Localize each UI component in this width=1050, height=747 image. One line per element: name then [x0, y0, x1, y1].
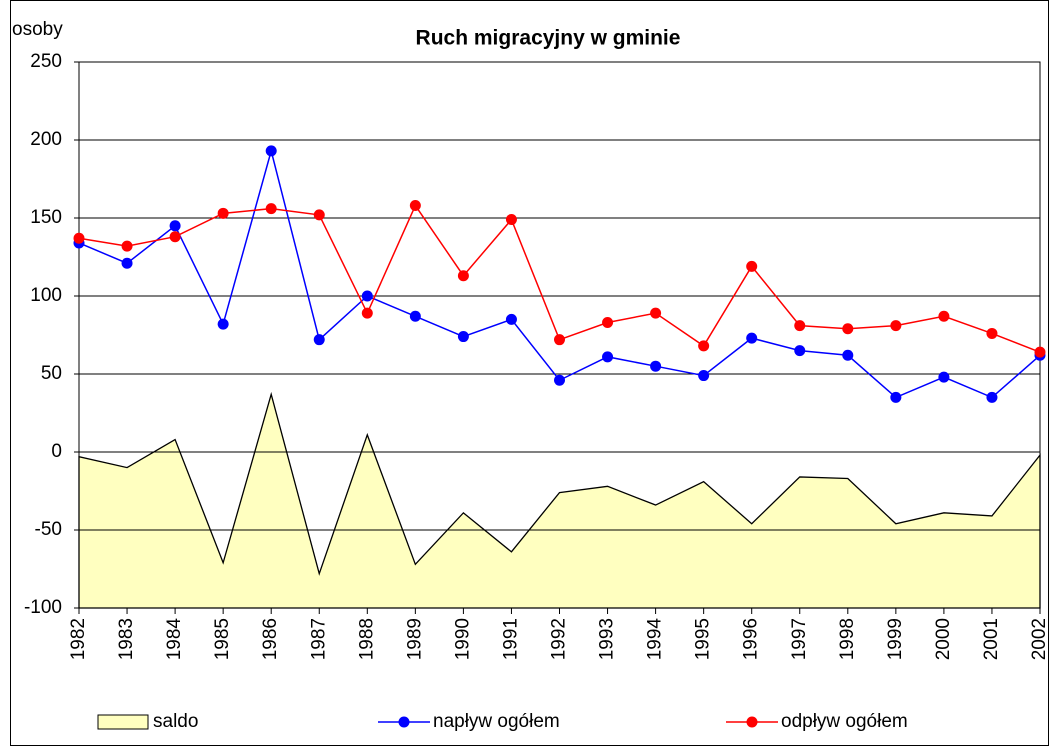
- point: [698, 340, 710, 352]
- x-tick-label: 1985: [212, 618, 233, 660]
- x-tick-label: 1989: [404, 618, 425, 660]
- point: [842, 323, 854, 335]
- chart-title: Ruch migracyjny w gminie: [416, 27, 681, 50]
- point: [265, 145, 277, 157]
- point: [986, 327, 998, 339]
- point: [554, 374, 565, 386]
- x-tick-label: 1992: [549, 618, 570, 660]
- point: [698, 370, 710, 382]
- point: [986, 391, 998, 403]
- x-tick-label: 1998: [837, 618, 858, 660]
- y-tick-label: 250: [30, 51, 62, 72]
- point: [938, 310, 950, 322]
- x-tick-label: 1983: [116, 618, 137, 660]
- point: [73, 232, 85, 244]
- point: [121, 240, 133, 252]
- x-tick-label: 1987: [308, 618, 329, 660]
- x-tick-label: 1986: [260, 618, 281, 660]
- point: [650, 360, 662, 372]
- point: [890, 320, 902, 332]
- point: [505, 214, 517, 226]
- point: [169, 220, 181, 232]
- point: [121, 257, 133, 269]
- x-tick-label: 1997: [789, 618, 810, 660]
- point: [746, 332, 758, 344]
- x-tick-label: 1996: [741, 618, 762, 660]
- point: [313, 209, 325, 221]
- x-tick-label: 1994: [645, 618, 666, 661]
- point: [457, 270, 469, 282]
- point: [217, 207, 229, 219]
- y-axis-label: osoby: [12, 19, 63, 40]
- y-tick-label: -50: [35, 519, 62, 540]
- point: [409, 200, 421, 212]
- point: [505, 313, 517, 325]
- x-tick-label: 1993: [597, 618, 618, 660]
- point: [746, 260, 758, 272]
- point: [361, 307, 373, 319]
- point: [794, 320, 806, 332]
- legend-swatch: [97, 714, 149, 730]
- legend-label: saldo: [153, 711, 198, 732]
- point: [313, 334, 325, 346]
- x-tick-label: 1999: [885, 618, 906, 660]
- x-tick-label: 1982: [68, 618, 89, 660]
- x-tick-label: 1995: [693, 618, 714, 660]
- x-tick-label: 2001: [981, 618, 1002, 660]
- point: [457, 331, 469, 343]
- area: [78, 391, 1041, 609]
- point: [602, 317, 614, 329]
- point: [842, 349, 854, 361]
- x-tick-label: 1984: [164, 618, 185, 661]
- legend-swatch: [746, 716, 758, 728]
- y-tick-label: 100: [30, 285, 62, 306]
- y-tick-label: 150: [30, 207, 62, 228]
- point: [554, 334, 565, 346]
- y-tick-label: -100: [24, 597, 62, 618]
- point: [794, 345, 806, 357]
- point: [265, 203, 277, 215]
- x-tick-label: 1988: [356, 618, 377, 660]
- point: [1034, 346, 1046, 358]
- y-tick-label: 200: [30, 129, 62, 150]
- point: [938, 371, 950, 383]
- point: [602, 351, 614, 363]
- y-tick-label: 0: [51, 441, 62, 462]
- legend-label: napływ ogółem: [433, 711, 560, 732]
- y-tick-label: 50: [41, 363, 62, 384]
- legend-swatch: [398, 716, 410, 728]
- point: [169, 231, 181, 243]
- x-tick-label: 2000: [933, 618, 954, 660]
- legend-label: odpływ ogółem: [781, 711, 908, 732]
- point: [361, 290, 373, 302]
- x-tick-label: 2002: [1029, 618, 1050, 660]
- x-tick-label: 1990: [452, 618, 473, 660]
- point: [217, 318, 229, 330]
- point: [890, 391, 902, 403]
- point: [409, 310, 421, 322]
- point: [650, 307, 662, 319]
- x-tick-label: 1991: [500, 618, 521, 660]
